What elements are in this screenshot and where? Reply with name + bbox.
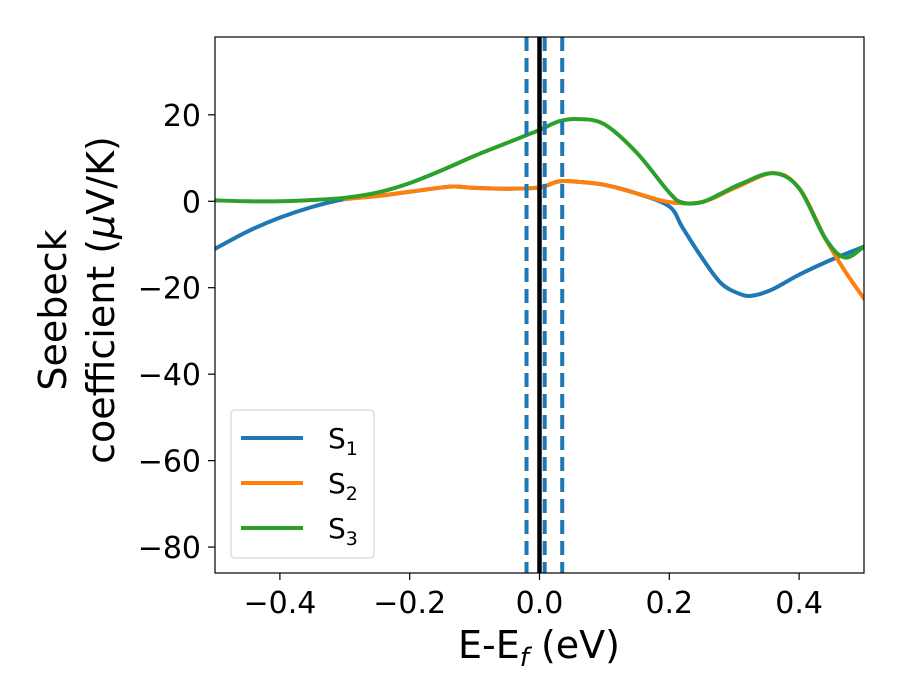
legend-label-s2: S2 [328,467,358,505]
y-tick-label: −40 [138,358,201,393]
legend-label-s3: S3 [328,512,358,550]
series-line-s3 [215,116,864,260]
x-axis-title-main: E-E [458,623,520,667]
legend-label-s1: S1 [328,422,358,460]
y-axis-title: Seebeck coefficient (μV/K) [31,136,123,464]
y-axis-title-mu: μ [79,215,123,240]
y-tick-label: −20 [138,272,201,307]
y-tick-label: 0 [182,185,201,220]
x-tick-label: 0.0 [516,586,564,621]
y-axis-title-line1: Seebeck [31,229,75,390]
y-axis-title-line2: coefficient (μV/K) [79,136,123,464]
x-tick-label: −0.4 [243,586,316,621]
x-axis-title: E-Ef (eV) [458,623,620,673]
y-tick-label: 20 [163,99,201,134]
y-axis-title-unit: V/K) [79,136,123,215]
y-tick-label: −60 [138,445,201,480]
x-tick-label: 0.4 [775,586,823,621]
x-tick-label: −0.2 [373,586,446,621]
y-axis-title-prefix: coefficient ( [79,239,123,464]
legend: S1 S2 S3 [230,409,375,559]
x-tick-label: 0.2 [645,586,693,621]
x-axis-title-unit: (eV) [529,623,620,667]
y-tick-label: −80 [138,531,201,566]
